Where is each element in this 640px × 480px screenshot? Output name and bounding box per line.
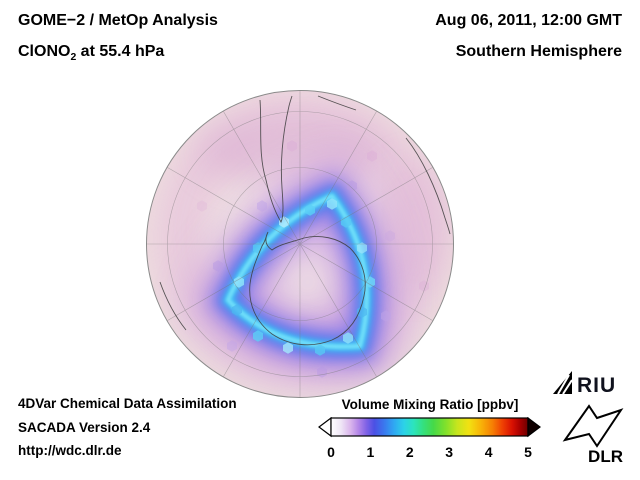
clono2-field [146,90,454,398]
riu-logo-text: RIU [577,374,616,396]
dlr-logo-text: DLR [588,447,623,466]
analysis-date: Aug 06, 2011, 12:00 GMT [435,12,622,29]
colorbar-ticks: 0 1 2 3 4 5 [327,444,532,460]
riu-logo: RIU [551,368,627,401]
pressure-level: at 55.4 hPa [76,43,165,60]
globe-limb [146,90,454,398]
dlr-emblem-icon [562,404,624,448]
tick-2: 2 [406,444,414,460]
tick-3: 3 [445,444,453,460]
version-label: SACADA Version 2.4 [18,419,151,435]
south-america-outline [259,95,293,223]
figure-datetime: Aug 06, 2011, 12:00 GMT Southern Hemisph… [435,13,622,60]
riu-mark-icon [553,371,573,395]
tick-5: 5 [524,444,532,460]
figure-title: GOME−2 / MetOp Analysis ClONO2 at 55.4 h… [18,13,218,64]
tick-0: 0 [327,444,335,460]
africa-outline [405,137,451,235]
graticule [147,91,453,397]
coastlines [159,95,451,346]
vortex-collar [190,156,399,379]
hemisphere-label: Southern Hemisphere [455,43,622,60]
credits: 4DVar Chemical Data Assimilation SACADA … [18,397,237,468]
instrument-title: GOME−2 / MetOp Analysis [18,12,218,29]
tick-4: 4 [485,444,493,460]
colorbar-underflow-arrow [318,416,332,438]
colorbar-title: Volume Mixing Ratio [ppbv] [341,397,519,412]
assimilation-label: 4DVar Chemical Data Assimilation [18,396,237,411]
globe-plot [146,90,454,398]
antarctica-outline [249,231,366,346]
colorbar-overflow-arrow [527,416,541,438]
tick-1: 1 [367,444,375,460]
colorbar: Volume Mixing Ratio [ppbv] [317,397,543,466]
colorbar-scale: 0 1 2 3 4 5 [318,416,541,460]
hemisphere-map [142,86,458,402]
species-subscript: 2 [70,52,77,64]
australia-outline [159,281,187,331]
data-url: http://wdc.dlr.de [18,443,122,458]
species-level-label: ClONO2 at 55.4 hPa [18,44,218,64]
species-name: ClONO [18,43,71,60]
dlr-logo: DLR [559,400,627,471]
atlantic-coast-arc [317,95,357,111]
colorbar-gradient [330,417,529,437]
